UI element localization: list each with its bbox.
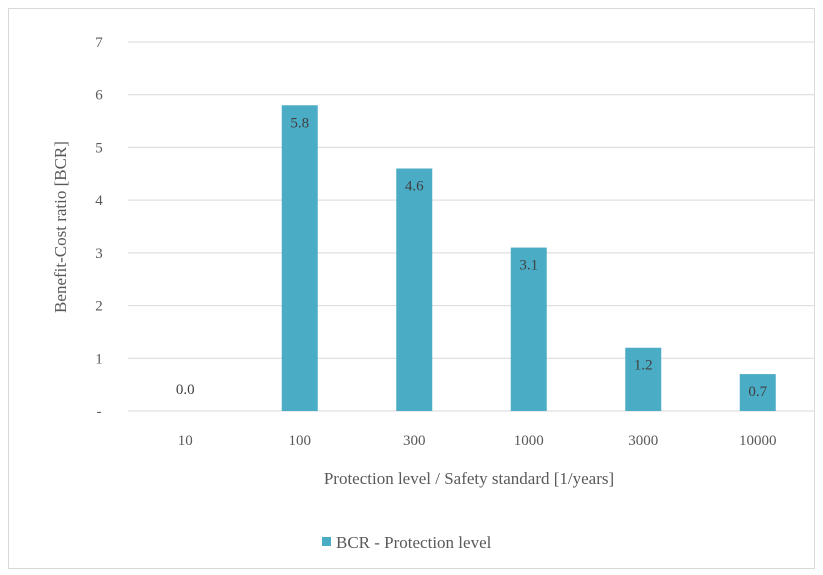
x-tick-label: 10000 [739, 433, 777, 449]
data-label: 0.0 [176, 382, 195, 398]
legend: BCR - Protection level [322, 533, 492, 552]
bar [510, 247, 547, 411]
bar [281, 105, 318, 411]
data-labels: 0.0 5.8 4.6 3.1 1.2 0.7 [176, 115, 768, 400]
legend-label: BCR - Protection level [336, 533, 492, 552]
y-tick-label: 5 [95, 140, 103, 156]
bar [739, 374, 776, 411]
y-tick-label: 7 [95, 35, 103, 51]
bar [396, 168, 433, 411]
y-tick-label: 1 [95, 351, 103, 367]
y-tick-label: - [97, 404, 102, 420]
x-tick-label: 10 [178, 433, 193, 449]
x-tick-labels: 10 100 300 1000 3000 10000 [178, 433, 777, 449]
y-tick-label: 4 [95, 193, 103, 209]
y-axis-title: Benefit-Cost ratio [BCR] [51, 141, 70, 313]
bars [281, 105, 776, 411]
data-label: 4.6 [405, 179, 424, 195]
data-label: 0.7 [748, 384, 767, 400]
legend-swatch [322, 537, 331, 546]
x-tick-label: 1000 [514, 433, 544, 449]
y-tick-label: 3 [95, 246, 103, 262]
data-label: 1.2 [634, 358, 653, 374]
x-tick-label: 300 [403, 433, 426, 449]
x-tick-label: 100 [289, 433, 312, 449]
bar [625, 347, 662, 411]
gridlines [128, 41, 815, 412]
y-tick-labels: - 1 2 3 4 5 6 7 [95, 35, 103, 420]
x-axis-title: Protection level / Safety standard [1/ye… [324, 469, 614, 488]
y-tick-label: 6 [95, 88, 103, 104]
x-tick-label: 3000 [628, 433, 658, 449]
y-tick-label: 2 [95, 299, 103, 315]
data-label: 5.8 [290, 115, 309, 131]
data-label: 3.1 [519, 258, 538, 274]
